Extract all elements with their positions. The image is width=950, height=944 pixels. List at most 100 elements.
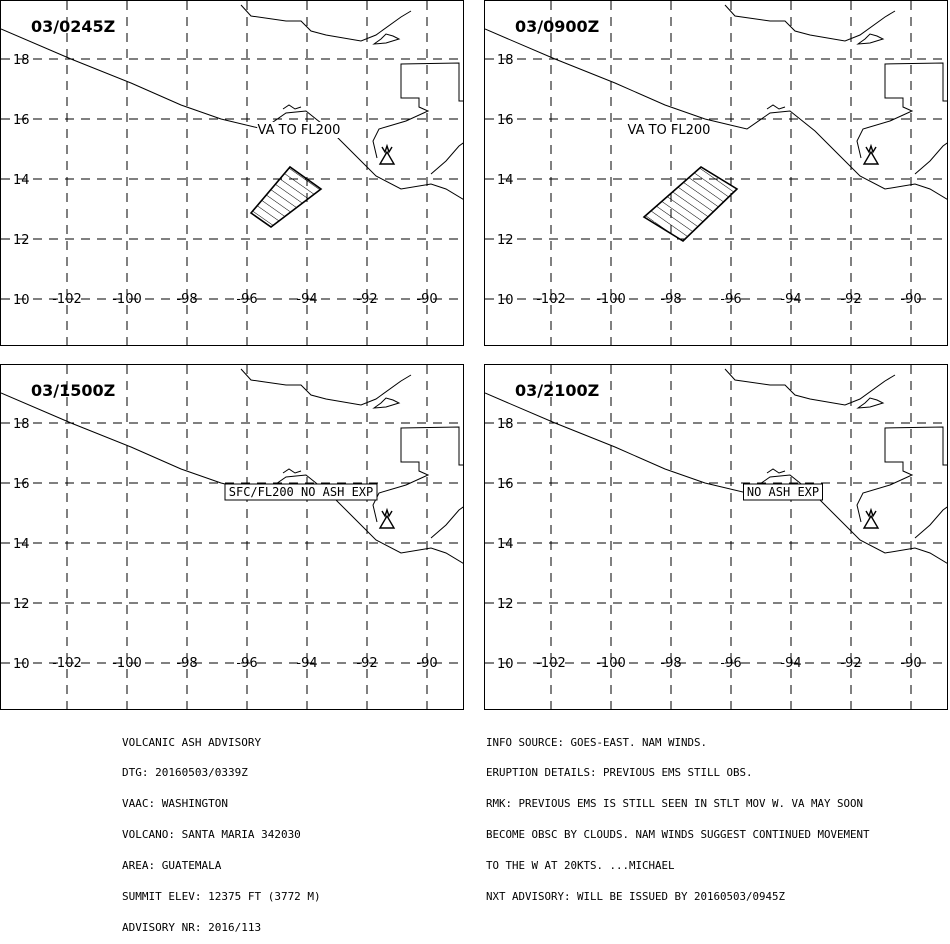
pacific-coastline xyxy=(1,28,463,200)
country-border xyxy=(856,76,914,159)
panel-time-label: 03/0245Z xyxy=(31,17,116,36)
lat-lon-grid xyxy=(485,365,947,709)
forecast-label: VA TO FL200 xyxy=(628,123,711,138)
coastlines xyxy=(1,4,463,200)
coast-detail xyxy=(282,104,302,110)
volcano-icon xyxy=(862,143,880,165)
gulf-coastline xyxy=(724,368,896,406)
lon-label: -102 xyxy=(536,292,566,307)
country-border xyxy=(914,506,947,539)
advisory-line: VOLCANIC ASH ADVISORY xyxy=(122,735,262,749)
lon-label: -96 xyxy=(720,656,741,671)
gulf-coastline xyxy=(240,4,412,42)
pacific-coastline xyxy=(485,28,947,200)
label-box xyxy=(743,483,823,501)
lat-label: 14 xyxy=(497,537,514,552)
lon-label: -92 xyxy=(356,656,377,671)
lon-label: -90 xyxy=(900,292,921,307)
advisory-line: ADVISORY NR: 2016/113 xyxy=(122,920,262,934)
forecast-panel-4: 18 16 14 12 10 -102 -100 -98 -96 -94 -92 -90 NO ASH … xyxy=(484,364,948,710)
lon-label: -90 xyxy=(416,656,437,671)
lat-label: 18 xyxy=(497,417,514,432)
pacific-coastline xyxy=(1,392,463,564)
lon-label: -94 xyxy=(296,292,317,307)
volcano-icon xyxy=(862,507,880,529)
lon-label: -94 xyxy=(780,292,801,307)
lat-label: 10 xyxy=(13,657,30,672)
lon-label: -98 xyxy=(660,292,681,307)
lon-label: -92 xyxy=(840,292,861,307)
volcano-icon xyxy=(378,143,396,165)
lon-label: -96 xyxy=(236,656,257,671)
forecast-panel-2: 18 16 14 12 10 -102 -100 -98 -96 -94 -92 -90 VA TO F… xyxy=(484,0,948,346)
lat-label: 14 xyxy=(13,173,30,188)
pacific-coastline xyxy=(485,392,947,564)
advisory-details-block: INFO SOURCE: GOES-EAST. NAM WINDS. ERUPT… xyxy=(486,717,870,913)
forecast-label: SFC/FL200 NO ASH EXP xyxy=(229,485,374,499)
advisory-line: SUMMIT ELEV: 12375 FT (3772 M) xyxy=(122,890,321,904)
lon-label: -100 xyxy=(112,656,142,671)
label-box xyxy=(224,483,378,501)
lon-label: -98 xyxy=(176,656,197,671)
lon-label: -98 xyxy=(660,656,681,671)
country-border xyxy=(856,440,914,523)
advisory-line: NXT ADVISORY: WILL BE ISSUED BY 20160503… xyxy=(486,890,786,904)
lon-label: -96 xyxy=(236,292,257,307)
lat-label: 18 xyxy=(13,53,30,68)
advisory-line: DTG: 20160503/0339Z xyxy=(122,766,248,780)
lon-label: -94 xyxy=(780,656,801,671)
country-border xyxy=(884,426,947,466)
lat-label: 18 xyxy=(13,417,30,432)
advisory-line: TO THE W AT 20KTS. ...MICHAEL xyxy=(486,859,675,873)
advisory-line: BECOME OBSC BY CLOUDS. NAM WINDS SUGGEST… xyxy=(486,828,870,842)
volcano-cone xyxy=(378,150,396,165)
map-canvas: 18 16 14 12 10 -102 -100 -98 -96 -94 -92 -90 SFC/FL2… xyxy=(1,365,463,709)
coast-detail xyxy=(282,468,302,474)
lat-label: 12 xyxy=(13,597,30,612)
country-border xyxy=(400,426,463,466)
lat-label: 18 xyxy=(497,53,514,68)
coastlines xyxy=(1,368,463,564)
forecast-panel-1: 18 16 14 12 10 -102 -100 -98 -96 -94 -92 -90 VA TO F… xyxy=(0,0,464,346)
advisory-line: VAAC: WASHINGTON xyxy=(122,797,228,811)
coast-detail xyxy=(766,104,786,110)
map-canvas: 18 16 14 12 10 -102 -100 -98 -96 -94 -92 -90 NO ASH … xyxy=(485,365,947,709)
country-border xyxy=(372,440,430,523)
lat-lon-grid xyxy=(1,365,463,709)
map-canvas: 18 16 14 12 10 -102 -100 -98 -96 -94 -92 -90 VA TO F… xyxy=(1,1,463,345)
island-outline xyxy=(372,33,401,45)
lon-label: -96 xyxy=(720,292,741,307)
gulf-coastline xyxy=(240,368,412,406)
lat-lon-grid xyxy=(485,1,947,345)
advisory-line: RMK: PREVIOUS EMS IS STILL SEEN IN STLT … xyxy=(486,797,864,811)
label-bg xyxy=(257,122,341,138)
coast-detail xyxy=(766,468,786,474)
ash-cloud-area xyxy=(249,165,323,228)
coastlines xyxy=(485,368,947,564)
lon-label: -100 xyxy=(596,656,626,671)
volcano-plume xyxy=(865,507,877,518)
lat-label: 12 xyxy=(13,233,30,248)
country-border xyxy=(914,142,947,175)
lon-label: -98 xyxy=(176,292,197,307)
island-outline xyxy=(856,33,885,45)
volcano-plume xyxy=(381,143,393,154)
advisory-header-block: VOLCANIC ASH ADVISORY DTG: 20160503/0339… xyxy=(122,717,321,944)
country-border xyxy=(400,62,463,102)
lat-label: 16 xyxy=(497,477,514,492)
lon-label: -90 xyxy=(416,292,437,307)
lon-label: -100 xyxy=(596,292,626,307)
lon-label: -100 xyxy=(112,292,142,307)
volcano-cone xyxy=(862,150,880,165)
lat-lon-grid xyxy=(1,1,463,345)
lat-label: 16 xyxy=(497,113,514,128)
lat-label: 14 xyxy=(497,173,514,188)
country-border xyxy=(884,62,947,102)
lat-label: 12 xyxy=(497,233,514,248)
lon-label: -94 xyxy=(296,656,317,671)
lon-label: -102 xyxy=(536,656,566,671)
panel-time-label: 03/2100Z xyxy=(515,381,600,400)
island-outline xyxy=(372,397,401,409)
forecast-label: VA TO FL200 xyxy=(258,123,341,138)
advisory-line: INFO SOURCE: GOES-EAST. NAM WINDS. xyxy=(486,735,708,749)
